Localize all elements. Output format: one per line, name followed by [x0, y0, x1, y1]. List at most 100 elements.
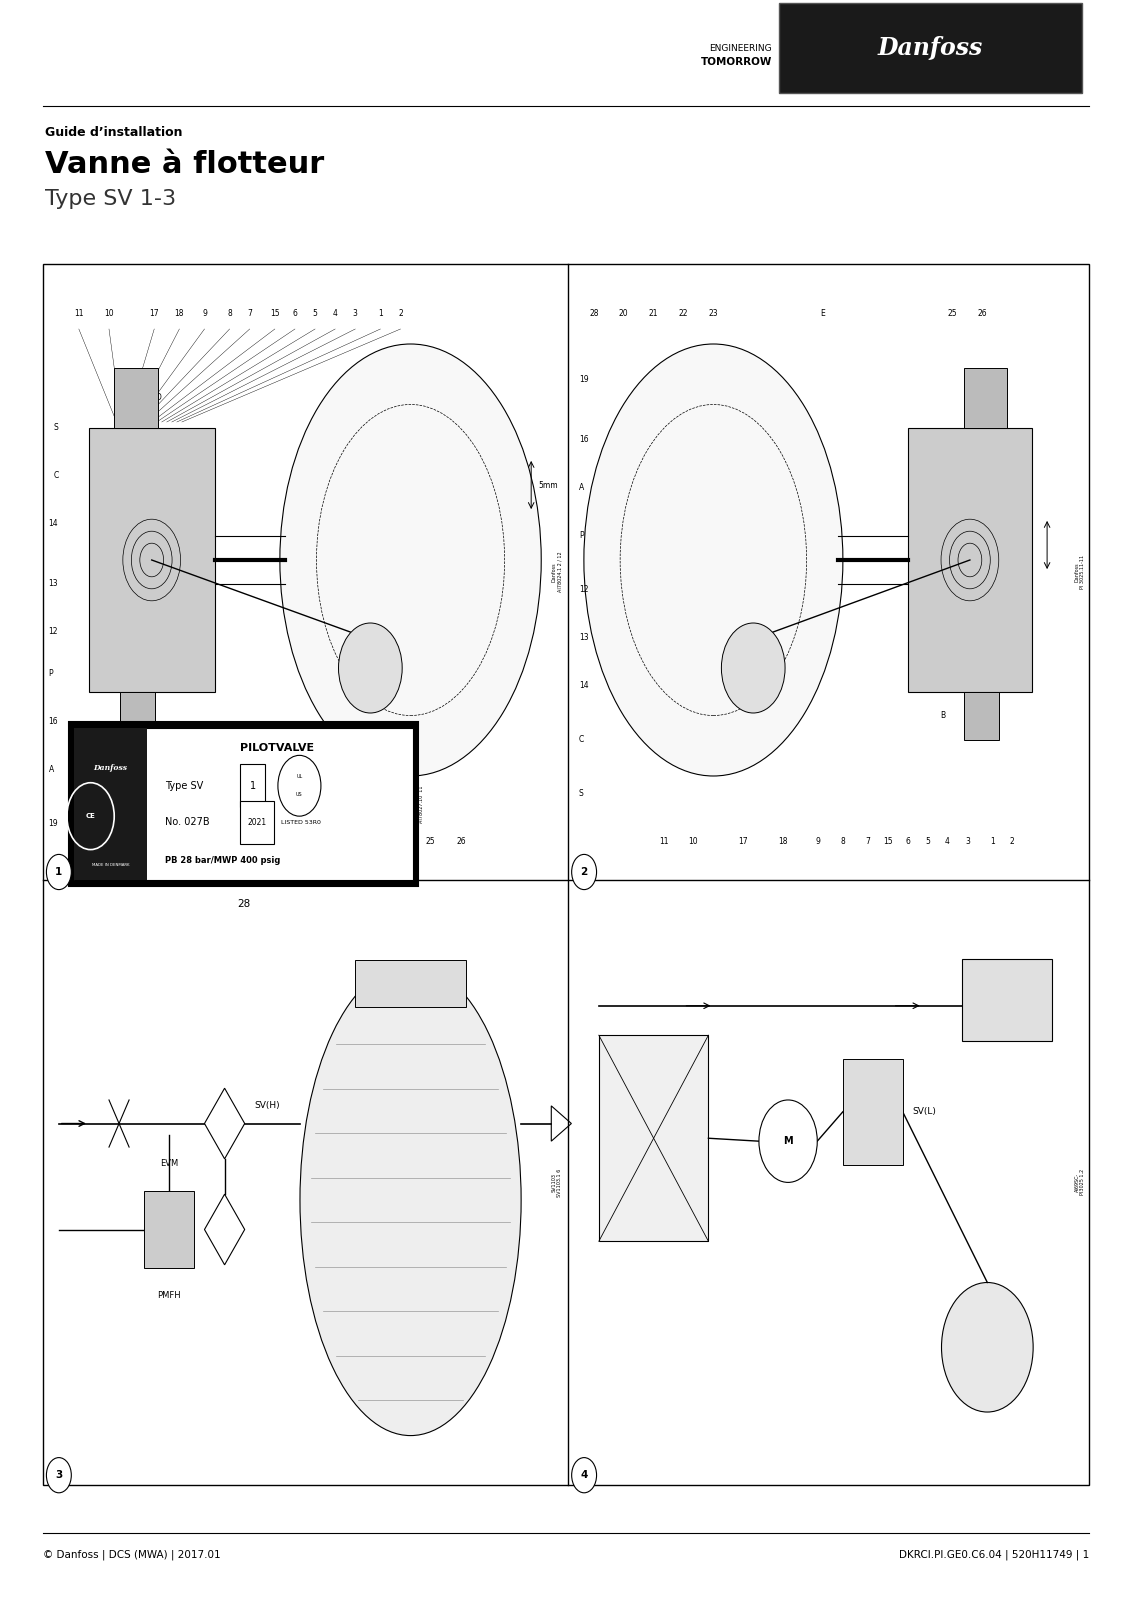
Text: AI69SC-
PI3025 1.2: AI69SC- PI3025 1.2	[1074, 1170, 1086, 1195]
Circle shape	[572, 1458, 597, 1493]
Text: © Danfoss | DCS (MWA) | 2017.01: © Danfoss | DCS (MWA) | 2017.01	[43, 1550, 221, 1560]
Bar	[962, 958, 1052, 1042]
Bar	[114, 368, 158, 427]
Bar	[144, 1192, 195, 1267]
Bar	[69, 722, 418, 886]
Text: 7: 7	[865, 837, 871, 846]
Text: ENGINEERING: ENGINEERING	[710, 43, 772, 53]
Text: 18: 18	[174, 309, 185, 318]
Text: 14: 14	[578, 682, 589, 691]
Text: 4: 4	[333, 309, 337, 318]
Text: D: D	[155, 394, 161, 403]
Text: S: S	[53, 424, 59, 432]
Text: 11: 11	[659, 837, 668, 846]
Text: 15: 15	[271, 309, 280, 318]
Text: 1: 1	[990, 837, 995, 846]
Text: Danfoss: Danfoss	[93, 763, 127, 771]
Text: 10: 10	[104, 309, 114, 318]
Text: CE: CE	[86, 813, 95, 819]
Text: 5: 5	[312, 309, 317, 318]
Text: 9: 9	[815, 837, 821, 846]
Ellipse shape	[300, 965, 521, 1435]
Bar	[74, 728, 147, 880]
Text: Danfoss: Danfoss	[878, 35, 983, 59]
Bar	[74, 728, 413, 880]
Text: 2: 2	[398, 309, 403, 318]
Text: 9: 9	[201, 309, 207, 318]
Text: 5mm: 5mm	[1007, 541, 1027, 549]
Text: 1: 1	[250, 781, 256, 790]
Text: AI78027.10  11: AI78027.10 11	[419, 786, 423, 822]
Text: 17: 17	[149, 309, 158, 318]
Text: 25: 25	[426, 837, 436, 846]
Circle shape	[46, 854, 71, 890]
Text: 20: 20	[619, 309, 628, 318]
Text: PILOTVALVE: PILOTVALVE	[240, 742, 315, 752]
Text: 21: 21	[649, 309, 659, 318]
Text: 6: 6	[906, 837, 910, 846]
Text: 18: 18	[779, 837, 788, 846]
Text: S: S	[578, 789, 584, 798]
Text: PMFH: PMFH	[157, 1291, 181, 1301]
Text: 26: 26	[456, 837, 465, 846]
Text: 22: 22	[679, 309, 688, 318]
Text: 1: 1	[378, 309, 383, 318]
Text: 26: 26	[978, 309, 987, 318]
Text: 5mm: 5mm	[539, 480, 558, 490]
Text: 3: 3	[353, 309, 358, 318]
Bar	[963, 368, 1007, 427]
Circle shape	[721, 622, 786, 714]
Text: DKRCI.PI.GE0.C6.04 | 520H11749 | 1: DKRCI.PI.GE0.C6.04 | 520H11749 | 1	[899, 1550, 1089, 1560]
Circle shape	[942, 1283, 1034, 1413]
Text: B: B	[121, 394, 127, 403]
Text: 13: 13	[578, 634, 589, 643]
Text: 3: 3	[964, 837, 970, 846]
Text: P: P	[49, 669, 53, 678]
Text: US: US	[297, 792, 302, 797]
Text: 15: 15	[883, 837, 892, 846]
Text: SV1103
SV1103.1 6: SV1103 SV1103.1 6	[551, 1168, 563, 1197]
Bar	[355, 960, 466, 1006]
Text: 28: 28	[74, 837, 84, 846]
Text: 25: 25	[947, 309, 958, 318]
Text: 19: 19	[578, 376, 589, 384]
Circle shape	[572, 854, 597, 890]
Text: No. 027B: No. 027B	[165, 818, 209, 827]
Text: 23: 23	[709, 309, 718, 318]
Text: A: A	[49, 765, 54, 774]
Bar	[240, 802, 274, 843]
Text: 19: 19	[49, 819, 59, 829]
Text: 16: 16	[49, 717, 59, 726]
Text: 8: 8	[228, 309, 232, 318]
Text: 17: 17	[738, 837, 748, 846]
Text: SV(H): SV(H)	[255, 1101, 281, 1110]
Text: Guide d’installation: Guide d’installation	[45, 126, 182, 139]
Text: Danfoss
PI 3025.11-11: Danfoss PI 3025.11-11	[1074, 555, 1086, 589]
Circle shape	[46, 1458, 71, 1493]
Text: B: B	[940, 712, 945, 720]
Text: 28: 28	[237, 899, 250, 909]
Text: MADE IN DENMARK: MADE IN DENMARK	[92, 862, 129, 867]
Circle shape	[758, 1099, 817, 1182]
Bar	[843, 1059, 902, 1165]
Text: 4: 4	[581, 1470, 588, 1480]
Text: 20: 20	[104, 837, 114, 846]
Text: 7: 7	[247, 309, 252, 318]
Text: Type SV: Type SV	[165, 781, 204, 790]
Text: E: E	[298, 837, 302, 846]
Text: A: A	[578, 483, 584, 493]
Text: 4: 4	[945, 837, 950, 846]
Polygon shape	[205, 1088, 245, 1158]
Text: 12: 12	[578, 586, 589, 595]
Bar	[963, 691, 998, 739]
Text: SV(L): SV(L)	[912, 1107, 936, 1117]
Bar	[89, 427, 215, 691]
Text: PB 28 bar/MWP 400 psig: PB 28 bar/MWP 400 psig	[165, 856, 281, 864]
Bar	[908, 427, 1032, 691]
Text: C: C	[578, 736, 584, 744]
Text: 5: 5	[925, 837, 931, 846]
Ellipse shape	[584, 344, 843, 776]
Text: 2: 2	[1010, 837, 1014, 846]
Text: C: C	[53, 472, 59, 480]
Text: 2021: 2021	[248, 818, 266, 827]
